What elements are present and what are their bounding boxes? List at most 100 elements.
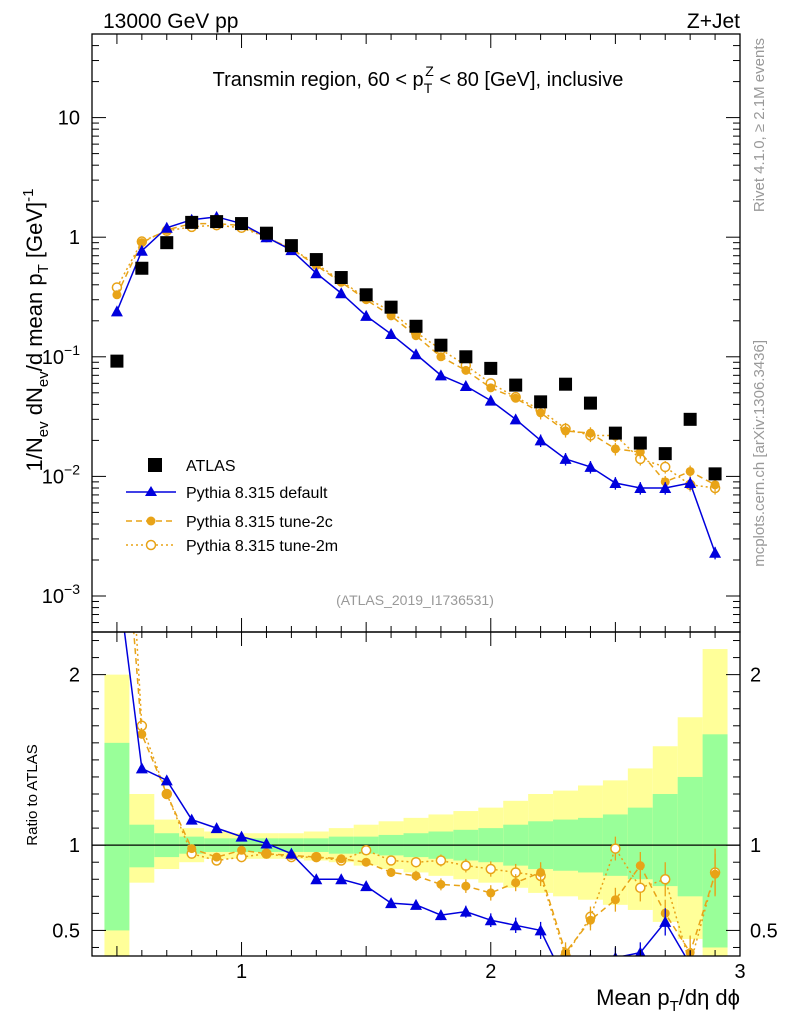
title-pre: Transmin region, 60 < p xyxy=(213,69,424,91)
ratio-point-default xyxy=(335,873,348,885)
ratio-point-default xyxy=(235,830,248,842)
legend-label-atlas: ATLAS xyxy=(186,458,236,475)
ratio-point-tune2m xyxy=(410,856,422,868)
ratio-point-tune2m xyxy=(460,860,472,871)
point-default xyxy=(310,267,323,279)
ratio-point-default xyxy=(410,898,422,910)
point-atlas xyxy=(185,215,199,229)
point-default xyxy=(335,287,348,299)
x-tick-label: 1 xyxy=(236,961,247,983)
ratio-point-tune2c xyxy=(237,845,247,855)
ratio-point-default xyxy=(659,915,672,927)
band-inner-bin xyxy=(104,742,130,931)
point-default xyxy=(609,477,622,489)
rivet-label: Rivet 4.1.0, ≥ 2.1M events xyxy=(751,38,768,212)
ratio-point-tune2m xyxy=(385,855,397,866)
ylabel-sub-2: ev xyxy=(35,371,52,387)
xlabel-part-2: /dη dϕ xyxy=(679,985,740,1010)
band-inner-bin xyxy=(129,824,155,868)
point-atlas xyxy=(359,288,373,302)
point-default xyxy=(135,244,148,256)
point-atlas xyxy=(334,271,348,285)
xlabel: Mean pT/dη dϕ xyxy=(596,985,740,1015)
y-tick-exp: −3 xyxy=(64,581,80,597)
point-atlas xyxy=(459,350,473,364)
ratio-point-tune2m xyxy=(635,882,646,894)
ylabel-part-4: [GeV] xyxy=(22,202,47,264)
ratio-point-tune2m xyxy=(485,863,497,875)
ratio-point-tune2c xyxy=(361,857,371,867)
ratio-point-default xyxy=(260,837,273,849)
point-tune2c xyxy=(536,408,546,418)
point-tune2c xyxy=(461,365,471,375)
point-atlas xyxy=(583,396,597,410)
point-default xyxy=(509,413,522,425)
point-default xyxy=(559,452,572,464)
point-atlas xyxy=(708,467,722,481)
ratio-point-tune2c xyxy=(486,888,496,898)
ratio-y-tick-label: 0.5 xyxy=(52,920,80,942)
point-tune2c xyxy=(610,444,620,454)
point-tune2c xyxy=(436,352,446,362)
y-tick-exp: −2 xyxy=(64,461,80,477)
point-atlas xyxy=(434,338,448,352)
ratio-point-tune2c xyxy=(137,729,147,739)
ratio-point-tune2c xyxy=(511,878,521,888)
xlabel-sub: T xyxy=(670,998,679,1015)
main-title: Transmin region, 60 < pTZ < 80 [GeV], in… xyxy=(213,63,624,96)
point-atlas xyxy=(608,426,622,440)
title-sup: Z xyxy=(425,63,434,79)
ylabel-part-1: 1/N xyxy=(22,437,47,471)
ylabel-sup: -1 xyxy=(20,189,37,202)
legend: ATLAS Pythia 8.315 default Pythia 8.315 … xyxy=(126,458,338,555)
point-default xyxy=(484,394,497,406)
point-atlas xyxy=(210,215,224,229)
point-tune2c xyxy=(137,238,147,248)
point-atlas xyxy=(633,436,647,450)
ratio-point-tune2c xyxy=(585,915,595,925)
ratio-series-layer xyxy=(123,632,721,956)
ratio-point-default xyxy=(285,847,298,859)
legend-marker-default xyxy=(145,486,157,496)
y-tick-base: 10 xyxy=(42,347,64,369)
point-atlas xyxy=(509,378,523,392)
ratio-point-tune2c xyxy=(635,861,645,871)
ratio-point-default xyxy=(360,880,373,892)
y-tick-label: 10−3 xyxy=(42,581,80,608)
point-default xyxy=(459,379,472,391)
y-tick-label: 10−2 xyxy=(42,461,80,488)
ratio-y-tick-label-right: 0.5 xyxy=(750,920,778,942)
point-tune2c xyxy=(511,393,521,403)
legend-label-tune2c: Pythia 8.315 tune-2c xyxy=(186,514,333,531)
ratio-point-tune2c xyxy=(610,895,620,905)
ratio-point-default xyxy=(160,774,173,786)
point-atlas xyxy=(559,377,573,391)
point-atlas xyxy=(135,261,149,275)
mcplots-label: mcplots.cern.ch [arXiv:1306.3436] xyxy=(751,340,768,567)
point-default xyxy=(110,305,123,317)
point-tune2c xyxy=(112,290,122,300)
point-tune2m xyxy=(659,461,671,473)
point-default xyxy=(410,348,422,360)
header-right: Z+Jet xyxy=(687,10,740,33)
ratio-point-tune2c xyxy=(411,871,421,881)
y-tick-label: 1 xyxy=(69,227,80,249)
point-default xyxy=(434,369,447,381)
y-tick-label: 10 xyxy=(58,108,80,130)
y-tick-exp: −1 xyxy=(64,342,80,358)
ratio-point-tune2c xyxy=(336,854,346,864)
point-default xyxy=(160,221,173,233)
header-left: 13000 GeV pp xyxy=(103,10,238,33)
ratio-point-default xyxy=(210,822,223,834)
point-tune2c xyxy=(685,466,695,476)
point-default xyxy=(684,477,697,489)
ratio-point-tune2c xyxy=(187,844,197,854)
y-tick-base: 10 xyxy=(42,466,64,488)
ratio-point-default xyxy=(509,919,522,931)
point-tune2c xyxy=(411,331,421,341)
band-inner-bin xyxy=(702,734,728,948)
point-atlas xyxy=(110,354,124,368)
y-tick-base: 10 xyxy=(42,586,64,608)
ratio-point-tune2m xyxy=(610,843,621,854)
